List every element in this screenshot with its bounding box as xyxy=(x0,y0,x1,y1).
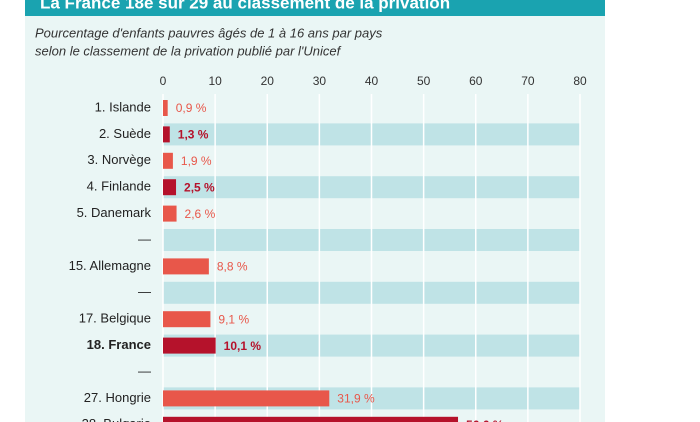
value-label: 10,1 % xyxy=(224,339,262,353)
category-label: — xyxy=(138,363,151,378)
value-label: 0,9 % xyxy=(176,101,207,115)
x-tick-label: 70 xyxy=(521,74,535,88)
bar xyxy=(163,337,216,354)
x-tick-label: 10 xyxy=(208,74,222,88)
x-tick-label: 50 xyxy=(417,74,431,88)
category-label: 3. Norvège xyxy=(87,152,151,167)
bar xyxy=(163,258,209,275)
value-label: 1,3 % xyxy=(178,128,209,142)
bar xyxy=(163,179,177,196)
value-label: 8,8 % xyxy=(217,260,248,274)
category-label: 28. Bulgarie xyxy=(82,416,151,422)
category-label: 5. Danemark xyxy=(77,205,152,220)
subtitle: selon le classement de la privation publ… xyxy=(35,43,342,58)
x-tick-label: 60 xyxy=(469,74,483,88)
value-label: 1,9 % xyxy=(181,154,212,168)
bar xyxy=(163,126,170,143)
category-label: 17. Belgique xyxy=(79,311,151,326)
category-label: 2. Suède xyxy=(99,126,151,141)
chart-title: La France 18e sur 29 au classement de la… xyxy=(40,0,450,12)
category-label: — xyxy=(138,231,151,246)
value-label: 31,9 % xyxy=(337,392,375,406)
bar xyxy=(163,416,459,422)
value-label: 2,6 % xyxy=(185,207,216,221)
subtitle: Pourcentage d'enfants pauvres âgés de 1 … xyxy=(35,25,383,40)
x-tick-label: 30 xyxy=(313,74,327,88)
category-label: 1. Islande xyxy=(95,99,151,114)
bar xyxy=(163,100,168,116)
value-label: 2,5 % xyxy=(184,180,215,194)
x-tick-label: 40 xyxy=(365,74,379,88)
category-label: 4. Finlande xyxy=(87,179,151,194)
category-label: 27. Hongrie xyxy=(84,390,151,405)
bar xyxy=(163,311,211,328)
bar xyxy=(163,152,173,169)
category-label: 18. France xyxy=(87,337,151,352)
category-label: 15. Allemagne xyxy=(69,258,151,273)
title-bar xyxy=(25,0,605,16)
bar xyxy=(163,390,330,407)
value-label: 9,1 % xyxy=(218,312,249,326)
bar xyxy=(163,205,177,222)
x-tick-label: 20 xyxy=(261,74,275,88)
x-tick-label: 0 xyxy=(160,74,167,88)
value-label: 56,6 % xyxy=(466,418,504,422)
x-tick-label: 80 xyxy=(573,74,587,88)
category-label: — xyxy=(138,284,151,299)
